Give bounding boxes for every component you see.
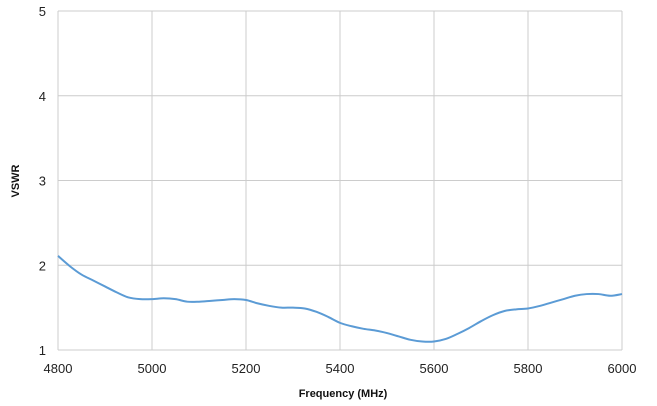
- x-tick-label: 6000: [608, 361, 637, 376]
- y-tick-label: 5: [39, 4, 46, 19]
- x-tick-label: 5600: [420, 361, 449, 376]
- y-tick-label: 3: [39, 174, 46, 189]
- x-tick-label: 5200: [232, 361, 261, 376]
- vswr-series-line: [57, 255, 623, 343]
- y-tick-label: 4: [39, 89, 46, 104]
- x-tick-labels: 4800 5000 5200 5400 5600 5800 6000: [44, 361, 637, 376]
- y-tick-label: 1: [39, 343, 46, 358]
- x-tick-label: 5000: [138, 361, 167, 376]
- series-group: [57, 255, 623, 343]
- x-tick-label: 5800: [514, 361, 543, 376]
- y-axis-title: VSWR: [10, 164, 22, 197]
- x-tick-label: 5400: [326, 361, 355, 376]
- grid: [57, 10, 623, 351]
- x-tick-label: 4800: [44, 361, 73, 376]
- y-tick-labels: 1 2 3 4 5: [39, 4, 46, 358]
- x-axis-title: Frequency (MHz): [299, 388, 388, 400]
- y-tick-label: 2: [39, 258, 46, 273]
